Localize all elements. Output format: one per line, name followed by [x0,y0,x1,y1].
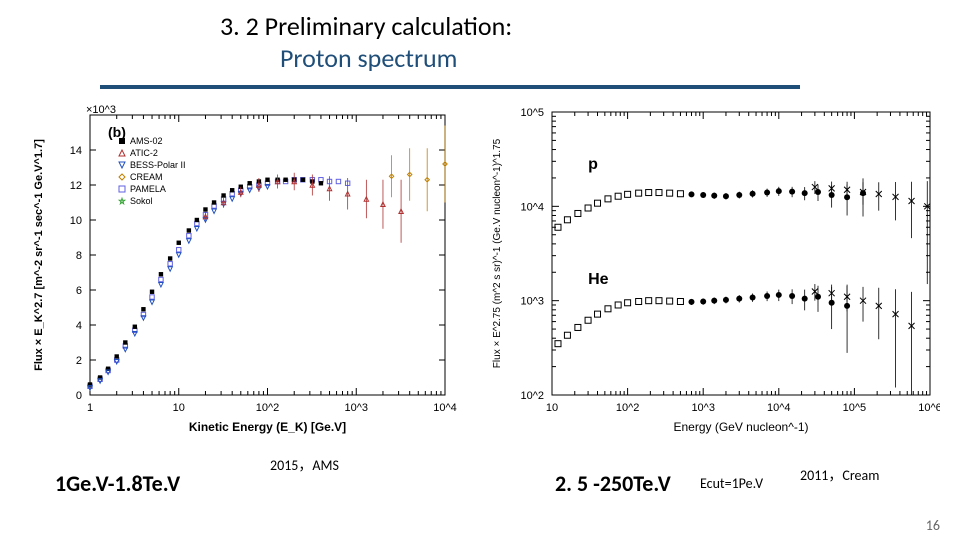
slide-title: 3. 2 Preliminary calculation: Proton spe… [220,10,512,74]
svg-text:(b): (b) [108,124,126,140]
right-chart: 1010^210^310^410^510^610^210^310^410^5En… [480,100,940,440]
svg-text:10^2: 10^2 [256,402,280,414]
svg-text:Sokol: Sokol [130,196,153,206]
svg-text:10^3: 10^3 [344,402,368,414]
svg-text:8: 8 [76,250,82,262]
svg-text:0: 0 [76,390,82,402]
svg-text:Energy (GeV nucleon^-1): Energy (GeV nucleon^-1) [673,420,808,434]
svg-text:10^4: 10^4 [520,201,544,213]
svg-text:Flux × E^2.75 (m^2 s sr)^-1 (G: Flux × E^2.75 (m^2 s sr)^-1 (Ge.V nucleo… [492,138,503,368]
title-line1: 3. 2 Preliminary calculation: [220,10,512,42]
svg-text:10: 10 [546,402,558,414]
right-range-label: 2. 5 -250Te.V [555,470,671,497]
svg-text:10^6: 10^6 [918,402,940,414]
svg-text:He: He [588,271,609,288]
svg-text:14: 14 [70,145,82,157]
svg-text:10^3: 10^3 [691,402,715,414]
right-ecut-label: Ecut=1Pe.V [700,475,763,492]
svg-text:12: 12 [70,180,82,192]
title-line2: Proton spectrum [280,42,512,74]
svg-text:×10^3: ×10^3 [86,104,116,116]
svg-text:1: 1 [87,402,93,414]
svg-text:ATIC-2: ATIC-2 [130,148,158,158]
title-divider [100,85,800,89]
svg-text:2: 2 [76,355,82,367]
svg-text:10^5: 10^5 [520,107,544,119]
svg-text:10^2: 10^2 [616,402,640,414]
svg-text:6: 6 [76,285,82,297]
right-source-label: 2011，Cream [800,465,879,485]
svg-text:10^2: 10^2 [520,390,544,402]
svg-text:Flux × E_K^2.7 [m^-2 sr^-1 sec: Flux × E_K^2.7 [m^-2 sr^-1 sec^-1 Ge.V^1… [33,139,45,371]
svg-text:PAMELA: PAMELA [130,184,166,194]
svg-text:10: 10 [70,215,82,227]
svg-text:4: 4 [76,320,82,332]
svg-text:AMS-02: AMS-02 [130,136,163,146]
left-range-label: 1Ge.V-1.8Te.V [55,470,180,497]
svg-text:CREAM: CREAM [130,172,163,182]
svg-text:10^3: 10^3 [520,296,544,308]
svg-text:10: 10 [173,402,185,414]
svg-text:10^5: 10^5 [843,402,867,414]
svg-text:BESS-Polar II: BESS-Polar II [130,160,186,170]
svg-text:10^4: 10^4 [433,402,457,414]
svg-text:10^4: 10^4 [767,402,791,414]
svg-text:Kinetic Energy (E_K) [Ge.V]: Kinetic Energy (E_K) [Ge.V] [189,420,346,434]
svg-text:p: p [588,156,598,173]
left-source-label: 2015，AMS [270,455,339,475]
left-chart: 1 10 10^2 10^3 10^4 0 2 4 6 8 10 12 14 ×10^3 Kinetic E… [20,100,460,440]
page-number: 16 [926,517,940,534]
